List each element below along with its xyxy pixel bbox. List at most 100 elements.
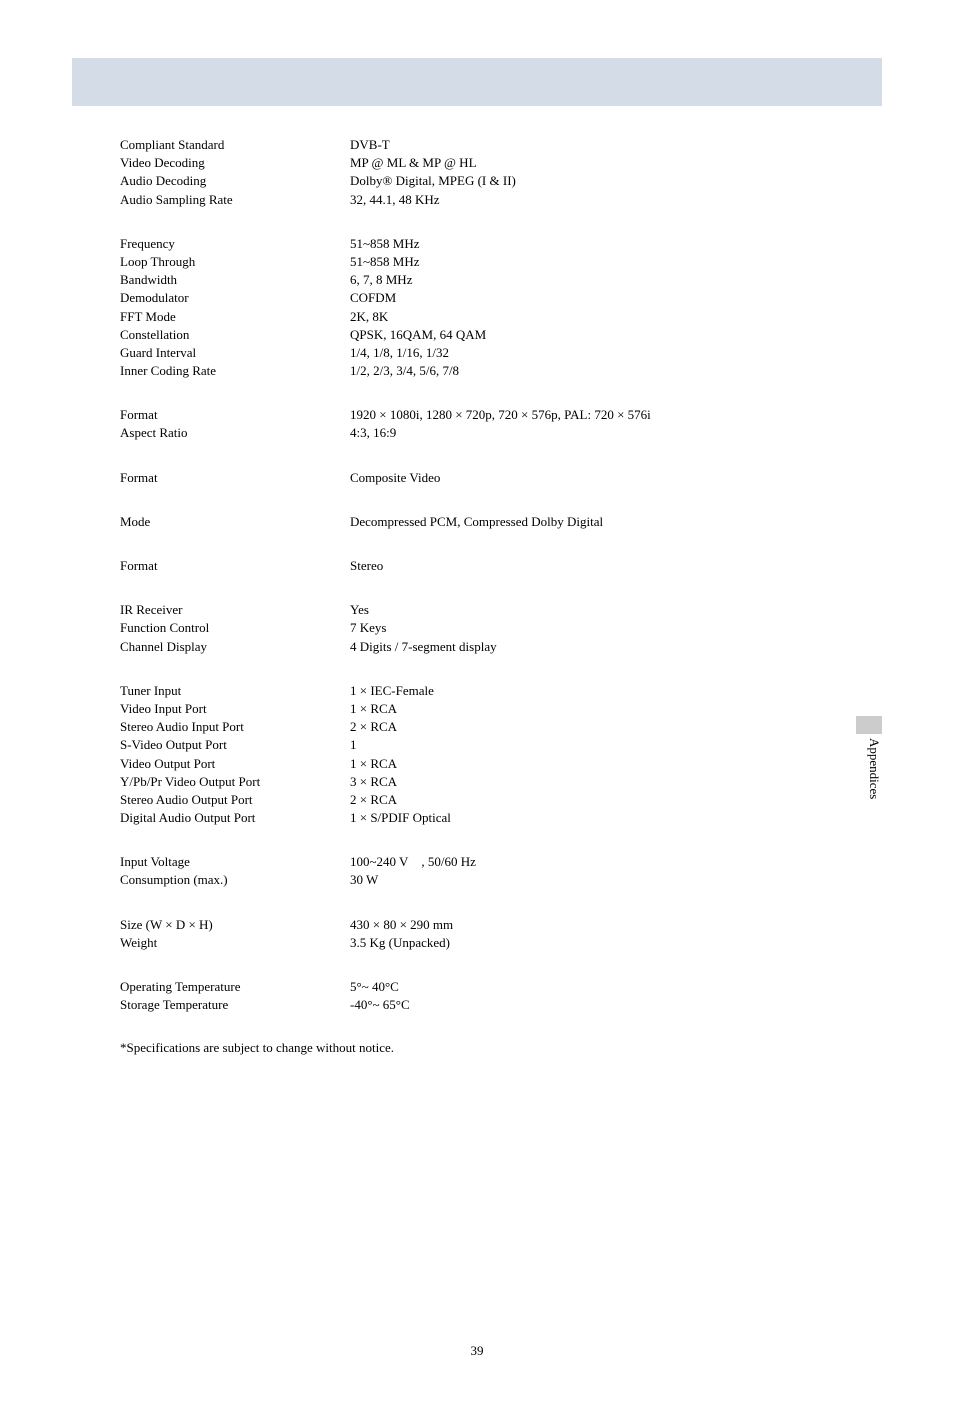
spec-section: IR ReceiverYesFunction Control7 KeysChan… (120, 601, 834, 656)
spec-value: 4 Digits / 7-segment display (350, 638, 834, 656)
spec-label: Operating Temperature (120, 978, 350, 996)
spec-value: DVB-T (350, 136, 834, 154)
spec-content: Compliant StandardDVB-TVideo DecodingMP … (0, 136, 954, 1056)
spec-section: Compliant StandardDVB-TVideo DecodingMP … (120, 136, 834, 209)
spec-label: Audio Sampling Rate (120, 191, 350, 209)
spec-value: 30 W (350, 871, 834, 889)
side-tab-label: Appendices (856, 734, 882, 799)
spec-row: Input Voltage100~240 V , 50/60 Hz (120, 853, 834, 871)
spec-row: Video Input Port1 × RCA (120, 700, 834, 718)
spec-value: QPSK, 16QAM, 64 QAM (350, 326, 834, 344)
spec-value: Composite Video (350, 469, 834, 487)
spec-value: MP @ ML & MP @ HL (350, 154, 834, 172)
spec-row: Consumption (max.)30 W (120, 871, 834, 889)
spec-value: 1920 × 1080i, 1280 × 720p, 720 × 576p, P… (350, 406, 834, 424)
spec-label: Loop Through (120, 253, 350, 271)
spec-value: 32, 44.1, 48 KHz (350, 191, 834, 209)
spec-value: 51~858 MHz (350, 235, 834, 253)
spec-label: Input Voltage (120, 853, 350, 871)
spec-section: FormatStereo (120, 557, 834, 575)
side-tab-marker (856, 716, 882, 734)
spec-label: FFT Mode (120, 308, 350, 326)
spec-section: Input Voltage100~240 V , 50/60 HzConsump… (120, 853, 834, 889)
spec-value: 3 × RCA (350, 773, 834, 791)
spec-value: 100~240 V , 50/60 Hz (350, 853, 834, 871)
page-number: 39 (0, 1343, 954, 1359)
spec-value: 2 × RCA (350, 718, 834, 736)
spec-section: Size (W × D × H)430 × 80 × 290 mmWeight3… (120, 916, 834, 952)
spec-row: Guard Interval1/4, 1/8, 1/16, 1/32 (120, 344, 834, 362)
spec-value: 51~858 MHz (350, 253, 834, 271)
spec-value: Stereo (350, 557, 834, 575)
spec-value: 430 × 80 × 290 mm (350, 916, 834, 934)
spec-section: Tuner Input1 × IEC-FemaleVideo Input Por… (120, 682, 834, 828)
spec-section: Frequency51~858 MHzLoop Through51~858 MH… (120, 235, 834, 381)
spec-label: Tuner Input (120, 682, 350, 700)
spec-label: Channel Display (120, 638, 350, 656)
spec-row: Channel Display4 Digits / 7-segment disp… (120, 638, 834, 656)
spec-label: Frequency (120, 235, 350, 253)
spec-label: S-Video Output Port (120, 736, 350, 754)
spec-row: Digital Audio Output Port1 × S/PDIF Opti… (120, 809, 834, 827)
spec-section: Format1920 × 1080i, 1280 × 720p, 720 × 5… (120, 406, 834, 442)
spec-label: Format (120, 406, 350, 424)
spec-label: Video Output Port (120, 755, 350, 773)
spec-value: 1/4, 1/8, 1/16, 1/32 (350, 344, 834, 362)
spec-label: Constellation (120, 326, 350, 344)
side-tab: Appendices (856, 716, 882, 810)
spec-value: 1 × IEC-Female (350, 682, 834, 700)
spec-row: Compliant StandardDVB-T (120, 136, 834, 154)
spec-row: FFT Mode2K, 8K (120, 308, 834, 326)
spec-label: Demodulator (120, 289, 350, 307)
spec-row: Stereo Audio Input Port2 × RCA (120, 718, 834, 736)
spec-row: Format1920 × 1080i, 1280 × 720p, 720 × 5… (120, 406, 834, 424)
spec-value: 2K, 8K (350, 308, 834, 326)
spec-row: Tuner Input1 × IEC-Female (120, 682, 834, 700)
spec-row: Size (W × D × H)430 × 80 × 290 mm (120, 916, 834, 934)
spec-label: Weight (120, 934, 350, 952)
spec-value: Decompressed PCM, Compressed Dolby Digit… (350, 513, 834, 531)
spec-value: Yes (350, 601, 834, 619)
spec-label: Audio Decoding (120, 172, 350, 190)
spec-value: 1/2, 2/3, 3/4, 5/6, 7/8 (350, 362, 834, 380)
spec-row: Function Control7 Keys (120, 619, 834, 637)
spec-value: 7 Keys (350, 619, 834, 637)
spec-value: 1 × RCA (350, 755, 834, 773)
spec-label: Digital Audio Output Port (120, 809, 350, 827)
spec-label: Video Input Port (120, 700, 350, 718)
spec-row: Frequency51~858 MHz (120, 235, 834, 253)
spec-row: ConstellationQPSK, 16QAM, 64 QAM (120, 326, 834, 344)
spec-row: Stereo Audio Output Port2 × RCA (120, 791, 834, 809)
spec-value: 1 × RCA (350, 700, 834, 718)
spec-row: IR ReceiverYes (120, 601, 834, 619)
spec-value: 5°~ 40°C (350, 978, 834, 996)
spec-label: Video Decoding (120, 154, 350, 172)
spec-row: FormatComposite Video (120, 469, 834, 487)
spec-row: Bandwidth6, 7, 8 MHz (120, 271, 834, 289)
spec-value: -40°~ 65°C (350, 996, 834, 1014)
spec-section: Operating Temperature5°~ 40°CStorage Tem… (120, 978, 834, 1014)
spec-label: Stereo Audio Input Port (120, 718, 350, 736)
spec-row: Video Output Port1 × RCA (120, 755, 834, 773)
spec-label: Mode (120, 513, 350, 531)
spec-value: 1 (350, 736, 834, 754)
spec-row: Operating Temperature5°~ 40°C (120, 978, 834, 996)
spec-row: Weight3.5 Kg (Unpacked) (120, 934, 834, 952)
spec-row: S-Video Output Port1 (120, 736, 834, 754)
spec-row: Loop Through51~858 MHz (120, 253, 834, 271)
spec-row: FormatStereo (120, 557, 834, 575)
spec-value: Dolby® Digital, MPEG (I & II) (350, 172, 834, 190)
spec-value: 3.5 Kg (Unpacked) (350, 934, 834, 952)
spec-label: Format (120, 557, 350, 575)
spec-value: 6, 7, 8 MHz (350, 271, 834, 289)
spec-label: Storage Temperature (120, 996, 350, 1014)
spec-row: Storage Temperature-40°~ 65°C (120, 996, 834, 1014)
spec-row: Audio DecodingDolby® Digital, MPEG (I & … (120, 172, 834, 190)
spec-row: DemodulatorCOFDM (120, 289, 834, 307)
spec-label: Inner Coding Rate (120, 362, 350, 380)
spec-value: 1 × S/PDIF Optical (350, 809, 834, 827)
spec-label: Bandwidth (120, 271, 350, 289)
spec-row: Inner Coding Rate1/2, 2/3, 3/4, 5/6, 7/8 (120, 362, 834, 380)
spec-label: Aspect Ratio (120, 424, 350, 442)
spec-label: Consumption (max.) (120, 871, 350, 889)
